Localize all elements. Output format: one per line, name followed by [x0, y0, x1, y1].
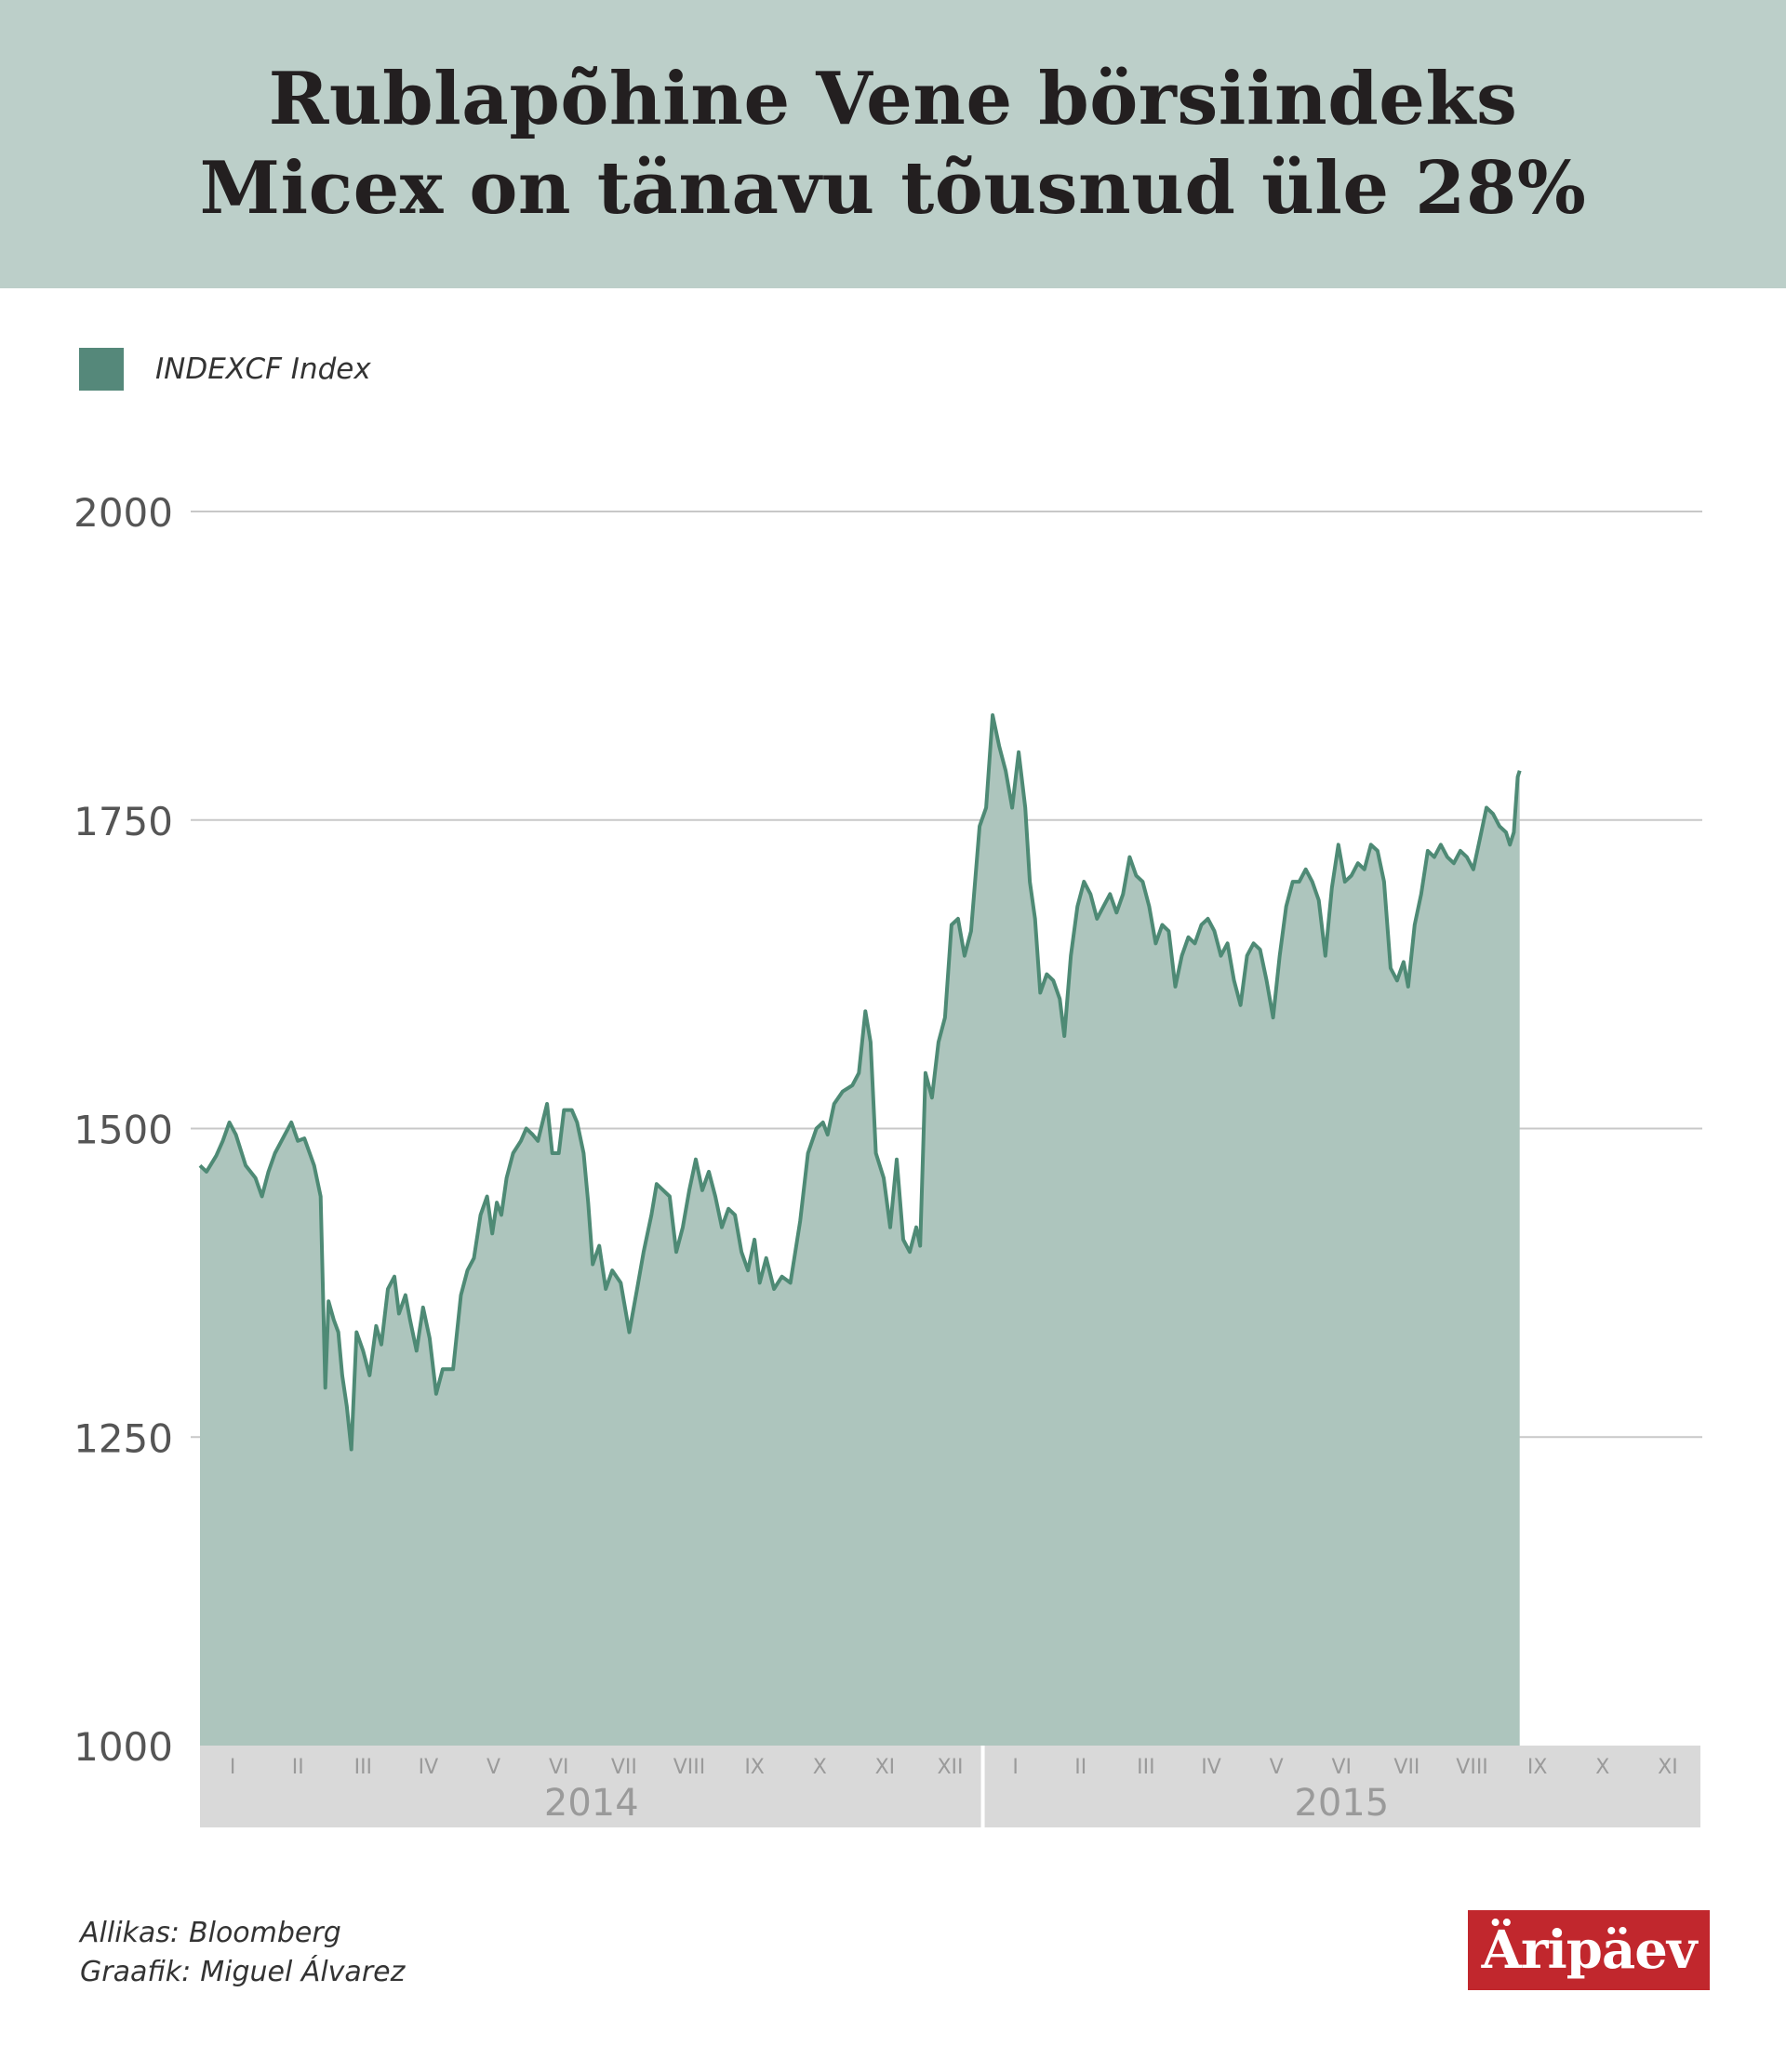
- x-axis-band-2014: [200, 1746, 981, 1827]
- x-tick-label: X: [1595, 1756, 1609, 1779]
- chart-title-line-2: Micex on tänavu tõusnud üle 28%: [199, 146, 1587, 231]
- x-tick-label: V: [1270, 1756, 1284, 1779]
- header-banner: Rublapõhine Vene börsiindeks Micex on tä…: [0, 0, 1786, 288]
- y-tick-label: 1500: [73, 1108, 173, 1153]
- series-line: [198, 713, 1522, 1452]
- x-axis-band-2015: [984, 1746, 1700, 1827]
- x-tick-label: VII: [1393, 1756, 1419, 1779]
- x-tick-label: IX: [1527, 1756, 1548, 1779]
- x-tick-label: VI: [1332, 1756, 1353, 1779]
- publisher-logo: Äripäev: [1468, 1910, 1710, 1990]
- x-tick-label: VIII: [1456, 1756, 1488, 1779]
- y-tick-label: 1750: [73, 799, 173, 844]
- y-tick-label: 1000: [73, 1724, 173, 1770]
- y-tick-label: 2000: [73, 490, 173, 536]
- chart-title-line-1: Rublapõhine Vene börsiindeks: [268, 57, 1518, 141]
- legend-label: INDEXCF Index: [155, 352, 371, 386]
- year-label: 2015: [1294, 1782, 1389, 1825]
- source-value: Bloomberg: [189, 1917, 341, 1949]
- x-tick-label: II: [1074, 1756, 1086, 1779]
- author-line: Graafik: Miguel Álvarez: [80, 1953, 405, 1992]
- x-tick-label: VIII: [673, 1756, 706, 1779]
- source-line: Allikas: Bloomberg: [80, 1914, 405, 1953]
- author-value: Miguel Álvarez: [200, 1956, 406, 1988]
- legend: INDEXCF Index: [79, 348, 371, 391]
- x-tick-label: XI: [1658, 1756, 1678, 1779]
- author-label: Graafik:: [80, 1956, 192, 1988]
- legend-swatch: [79, 348, 124, 391]
- x-tick-label: XII: [937, 1756, 963, 1779]
- series-area: [200, 715, 1520, 1746]
- source-label: Allikas:: [80, 1917, 180, 1949]
- x-tick-label: V: [486, 1756, 500, 1779]
- x-tick-label: III: [354, 1756, 372, 1779]
- x-tick-label: I: [1012, 1756, 1019, 1779]
- y-tick-label: 1250: [73, 1415, 173, 1461]
- x-tick-label: IV: [1201, 1756, 1221, 1779]
- year-label: 2014: [544, 1782, 639, 1825]
- x-tick-label: XI: [875, 1756, 896, 1779]
- x-tick-label: III: [1137, 1756, 1154, 1779]
- credits: Allikas: Bloomberg Graafik: Miguel Álvarez: [80, 1914, 405, 1992]
- x-tick-label: II: [292, 1756, 304, 1779]
- x-tick-label: VI: [549, 1756, 569, 1779]
- x-tick-label: IX: [744, 1756, 765, 1779]
- x-tick-label: I: [230, 1756, 236, 1779]
- x-tick-label: VII: [611, 1756, 637, 1779]
- x-tick-label: X: [813, 1756, 827, 1779]
- x-tick-label: IV: [419, 1756, 439, 1779]
